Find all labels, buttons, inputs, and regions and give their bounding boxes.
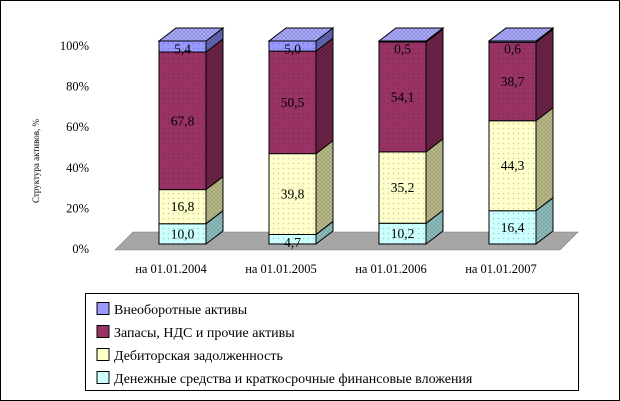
bar-segment-side-texture xyxy=(206,38,223,190)
bar-segment-side-texture xyxy=(536,197,553,244)
bar-segment-texture xyxy=(379,223,426,244)
bar-segment-side-texture xyxy=(206,28,223,52)
bar-segment-side-texture xyxy=(316,28,333,52)
bar-segment-texture xyxy=(379,42,426,152)
bar-top-face-texture xyxy=(269,28,333,41)
bar-segment-texture xyxy=(159,51,206,190)
data-label: 39,8 xyxy=(281,187,305,202)
y-tick-label: 20% xyxy=(66,201,89,215)
legend-swatch xyxy=(96,325,110,338)
legend-label: Денежные средства и краткосрочные финанс… xyxy=(114,372,473,387)
bar-top-face-texture xyxy=(159,28,223,41)
x-category-label: на 01.01.2007 xyxy=(465,262,537,276)
bar-segment-texture xyxy=(269,51,316,154)
bar-segment-side-texture xyxy=(206,176,223,224)
bar-segment-side-texture xyxy=(426,210,443,244)
bar-segment-texture xyxy=(159,41,206,52)
bar-segment-side-texture xyxy=(426,29,443,152)
bar-segment-texture xyxy=(269,41,316,52)
bar-segment-side-texture xyxy=(316,221,333,244)
bar-segment-side-texture xyxy=(426,138,443,224)
legend-box xyxy=(85,293,579,391)
bar-segment-side-texture xyxy=(206,210,223,244)
legend-swatch xyxy=(96,302,110,315)
data-label: 35,2 xyxy=(391,180,415,195)
data-label: 10,0 xyxy=(171,226,195,241)
legend-swatch xyxy=(96,371,110,384)
x-category-label: на 01.01.2004 xyxy=(135,262,207,276)
data-label: 10,2 xyxy=(391,226,415,241)
bar-segment-texture xyxy=(489,120,536,211)
data-label: 16,8 xyxy=(171,199,195,214)
bar-top-face-texture xyxy=(379,28,443,41)
bar-segment-texture xyxy=(269,234,316,244)
y-tick-label: 100% xyxy=(60,39,89,53)
data-label: 50,5 xyxy=(281,95,305,110)
data-label: 5,4 xyxy=(174,42,191,57)
bar-segment-texture xyxy=(489,42,536,121)
data-label: 4,7 xyxy=(284,235,301,250)
y-tick-label: 40% xyxy=(66,161,89,175)
bar-segment-side-texture xyxy=(316,38,333,154)
bar-segment-texture xyxy=(269,153,316,235)
bar-segment-texture xyxy=(159,223,206,244)
x-category-label: на 01.01.2005 xyxy=(245,262,317,276)
y-tick-label: 80% xyxy=(66,80,89,94)
y-tick-label: 60% xyxy=(66,120,89,134)
bar-segment-side-texture xyxy=(536,107,553,211)
legend-swatch xyxy=(96,348,110,361)
data-label: 38,7 xyxy=(501,74,525,89)
bar-segment-texture xyxy=(379,151,426,224)
legend-label: Запасы, НДС и прочие активы xyxy=(114,326,295,341)
bar-segment-side-texture xyxy=(536,29,553,121)
x-category-label: на 01.01.2006 xyxy=(355,262,427,276)
data-label: 0,5 xyxy=(394,42,411,57)
legend-label: Дебиторская задолженность xyxy=(114,349,283,364)
bar-segment-texture xyxy=(489,210,536,244)
data-label: 67,8 xyxy=(171,113,195,128)
data-label: 54,1 xyxy=(391,89,415,104)
y-axis-title: Структура активов, % xyxy=(31,118,41,203)
bar-segment-texture xyxy=(159,189,206,224)
data-label: 44,3 xyxy=(501,158,525,173)
data-label: 16,4 xyxy=(501,220,525,235)
data-label: 5,0 xyxy=(284,42,301,57)
y-tick-label: 0% xyxy=(72,242,89,256)
chart-floor xyxy=(114,231,579,251)
legend-label: Внеоборотные активы xyxy=(114,303,248,318)
data-label: 0,6 xyxy=(504,42,521,57)
bar-segment-side-texture xyxy=(316,140,333,235)
bar-top-face-texture xyxy=(489,28,553,41)
